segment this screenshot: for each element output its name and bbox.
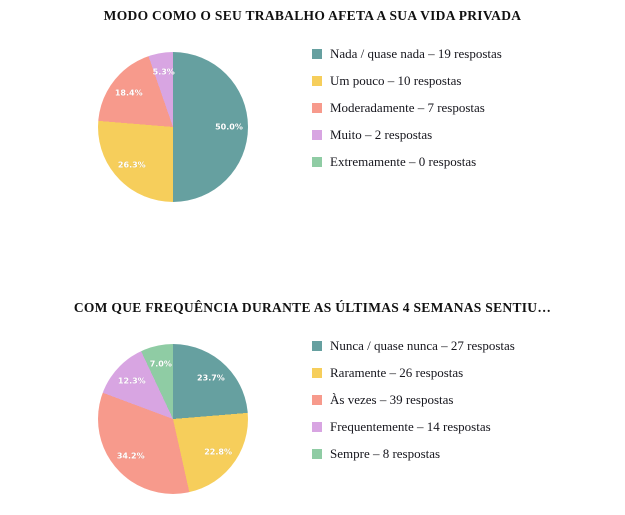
legend-item: Frequentemente – 14 respostas bbox=[312, 413, 515, 440]
legend-swatch bbox=[312, 129, 322, 140]
legend-label: Sempre – 8 respostas bbox=[330, 445, 441, 461]
legend-swatch bbox=[312, 421, 322, 432]
pie-chart bbox=[98, 344, 248, 494]
pie-chart-wrap: 50.0% 26.3% 18.4% 5.3% bbox=[98, 52, 248, 202]
legend-swatch bbox=[312, 156, 322, 167]
chart-title: MODO COMO O SEU TRABALHO AFETA A SUA VID… bbox=[103, 8, 522, 23]
legend-item: Moderadamente – 7 respostas bbox=[312, 94, 502, 121]
chart-block-frequency-4-weeks: COM QUE FREQUÊNCIA DURANTE AS ÚLTIMAS 4 … bbox=[0, 300, 625, 494]
legend-label: Nada / quase nada – 19 respostas bbox=[330, 45, 502, 61]
legend: Nunca / quase nunca – 27 respostas Rarame… bbox=[312, 332, 515, 467]
legend-swatch bbox=[312, 367, 322, 378]
legend-label: Muito – 2 respostas bbox=[330, 126, 433, 142]
slice-label: 5.3% bbox=[152, 67, 175, 77]
slice-label: 26.3% bbox=[117, 160, 146, 170]
slice-label: 22.8% bbox=[204, 447, 232, 457]
legend-swatch bbox=[312, 102, 322, 113]
chart-block-work-private-life: MODO COMO O SEU TRABALHO AFETA A SUA VID… bbox=[0, 8, 625, 202]
legend-item: Extremamente – 0 respostas bbox=[312, 148, 502, 175]
pie-chart-wrap: 23.7% 22.8% 34.2% 12.3% 7.0% bbox=[98, 344, 248, 494]
slice-label: 12.3% bbox=[117, 376, 146, 386]
legend-item: Às vezes – 39 respostas bbox=[312, 386, 515, 413]
legend-swatch bbox=[312, 48, 322, 59]
legend-label: Raramente – 26 respostas bbox=[330, 364, 464, 380]
legend-item: Um pouco – 10 respostas bbox=[312, 67, 502, 94]
legend-item: Raramente – 26 respostas bbox=[312, 359, 515, 386]
legend-item: Sempre – 8 respostas bbox=[312, 440, 515, 467]
legend-item: Nunca / quase nunca – 27 respostas bbox=[312, 332, 515, 359]
legend-label: Frequentemente – 14 respostas bbox=[330, 418, 491, 434]
legend-label: Extremamente – 0 respostas bbox=[330, 153, 477, 169]
legend-item: Muito – 2 respostas bbox=[312, 121, 502, 148]
legend-swatch bbox=[312, 448, 322, 459]
legend-swatch bbox=[312, 394, 322, 405]
slice-label: 34.2% bbox=[116, 451, 145, 461]
slice-label: 50.0% bbox=[215, 122, 243, 132]
legend-swatch bbox=[312, 340, 322, 351]
pie-chart bbox=[98, 52, 248, 202]
legend-swatch bbox=[312, 75, 322, 86]
slice-label: 7.0% bbox=[149, 359, 172, 369]
slice-label: 18.4% bbox=[114, 88, 143, 98]
chart-body: 50.0% 26.3% 18.4% 5.3% Nada / quase nada – … bbox=[0, 40, 625, 202]
chart-title: COM QUE FREQUÊNCIA DURANTE AS ÚLTIMAS 4 … bbox=[73, 300, 552, 315]
legend-label: Moderadamente – 7 respostas bbox=[330, 99, 485, 115]
legend-label: Às vezes – 39 respostas bbox=[330, 391, 454, 407]
legend-item: Nada / quase nada – 19 respostas bbox=[312, 40, 502, 67]
legend-label: Um pouco – 10 respostas bbox=[330, 72, 462, 88]
chart-body: 23.7% 22.8% 34.2% 12.3% 7.0% Nunca / quase n… bbox=[0, 332, 625, 494]
legend-label: Nunca / quase nunca – 27 respostas bbox=[330, 337, 515, 353]
legend: Nada / quase nada – 19 respostas Um pouco… bbox=[312, 40, 502, 175]
slice-label: 23.7% bbox=[197, 373, 225, 383]
